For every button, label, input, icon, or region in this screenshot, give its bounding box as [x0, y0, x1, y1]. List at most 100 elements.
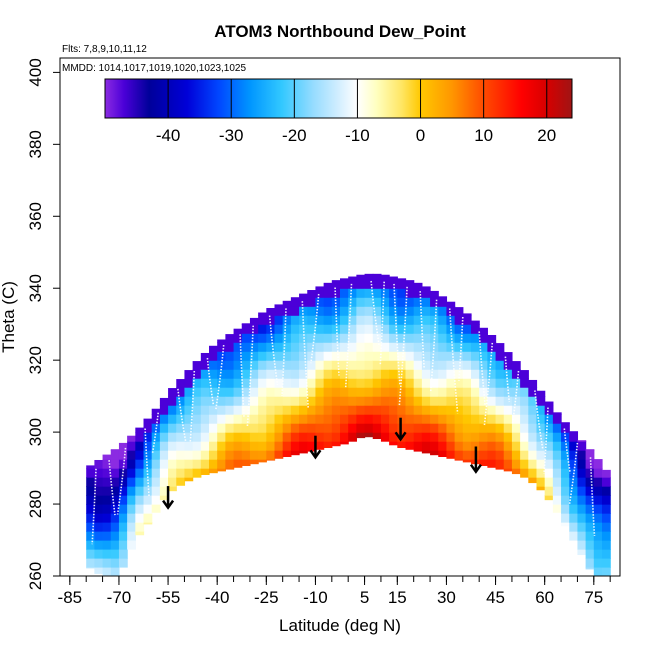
- colorbar-tick-label: -30: [219, 126, 244, 145]
- heatmap-cell: [405, 414, 415, 424]
- heatmap-cell: [577, 540, 587, 550]
- heatmap-cell: [577, 440, 587, 442]
- heatmap-cell: [552, 423, 562, 433]
- heatmap-cell: [520, 378, 529, 388]
- heatmap-cell: [561, 513, 570, 523]
- heatmap-cell: [176, 432, 186, 442]
- heatmap-cell: [495, 432, 505, 442]
- heatmap-cell: [544, 450, 554, 460]
- heatmap-cell: [176, 477, 186, 486]
- heatmap-cell: [569, 504, 579, 514]
- profile-traces: [91, 280, 596, 545]
- heatmap-cell: [299, 369, 308, 379]
- heatmap-cell: [249, 333, 259, 343]
- heatmap-cell: [282, 432, 292, 442]
- heatmap-cell: [192, 378, 202, 388]
- heatmap-cell: [438, 414, 448, 424]
- heatmap-cell: [176, 468, 186, 478]
- heatmap-cell: [192, 468, 202, 478]
- heatmap-cell: [307, 297, 317, 307]
- heatmap-cell: [413, 315, 423, 325]
- heatmap-cell: [143, 468, 153, 478]
- heatmap-cell: [192, 423, 202, 433]
- heatmap-cell: [192, 441, 202, 451]
- heatmap-cell: [217, 405, 226, 415]
- heatmap-cell: [430, 441, 439, 451]
- heatmap-cell: [331, 423, 341, 433]
- heatmap-cell: [569, 513, 579, 523]
- heatmap-cell: [118, 486, 128, 496]
- heatmap-cell: [274, 360, 284, 370]
- heatmap-cell: [127, 435, 136, 442]
- heatmap-cell: [544, 432, 554, 442]
- heatmap-cell: [544, 459, 554, 469]
- colorbar-gradient: [104, 78, 573, 119]
- heatmap-cell: [348, 333, 357, 343]
- heatmap-cell: [348, 423, 357, 433]
- heatmap-cell: [151, 414, 161, 424]
- heatmap-cell: [503, 387, 513, 397]
- heatmap-cell: [323, 387, 333, 397]
- heatmap-cell: [438, 378, 448, 388]
- x-tick-label: -10: [303, 588, 328, 607]
- heatmap-cell: [446, 423, 456, 433]
- heatmap-cell: [511, 423, 521, 433]
- heatmap-cell: [340, 414, 349, 424]
- heatmap-cell: [413, 369, 423, 379]
- heatmap-cell: [282, 387, 292, 397]
- profile-trace: [344, 283, 353, 389]
- heatmap-cell: [569, 450, 579, 460]
- heatmap-cell: [364, 396, 374, 406]
- heatmap-cell: [356, 432, 366, 439]
- y-tick-label: 360: [26, 202, 45, 230]
- heatmap-cell: [528, 468, 538, 478]
- heatmap-cell: [340, 405, 349, 415]
- heatmap-cell: [495, 405, 505, 415]
- heatmap-cell: [438, 324, 448, 334]
- heatmap-cell: [258, 441, 267, 451]
- heatmap-cell: [601, 558, 611, 568]
- heatmap-cell: [233, 396, 243, 406]
- heatmap-cell: [143, 522, 153, 525]
- heatmap-cell: [209, 369, 218, 379]
- heatmap-cell: [430, 333, 439, 343]
- heatmap-cell: [86, 540, 95, 550]
- heatmap-cell: [438, 297, 448, 307]
- heatmap-cell: [520, 405, 529, 415]
- heatmap-cell: [249, 405, 259, 415]
- heatmap-cell: [102, 459, 112, 469]
- heatmap-cell: [290, 324, 300, 334]
- heatmap-cell: [209, 360, 218, 370]
- heatmap-cell: [356, 378, 366, 388]
- heatmap-cell: [331, 396, 341, 406]
- heatmap-cell: [372, 414, 382, 424]
- heatmap-cell: [593, 540, 603, 550]
- heatmap-cell: [601, 477, 611, 487]
- heatmap-cell: [217, 387, 226, 397]
- heatmap-cell: [143, 486, 153, 496]
- heatmap-cell: [421, 432, 431, 442]
- profile-trace: [478, 331, 486, 405]
- heatmap-cell: [487, 360, 497, 370]
- heatmap-cell: [102, 558, 112, 568]
- heatmap-cell: [380, 315, 390, 325]
- heatmap-cell: [94, 486, 104, 496]
- heatmap-cell: [470, 387, 480, 397]
- heatmap-cell: [241, 378, 251, 388]
- profile-trace: [448, 308, 459, 414]
- heatmap-cell: [102, 454, 112, 460]
- heatmap-cell: [372, 315, 382, 325]
- heatmap-cell: [282, 342, 292, 352]
- heatmap-cell: [561, 468, 570, 478]
- heatmap-cell: [249, 423, 259, 433]
- heatmap-cell: [348, 324, 357, 334]
- plot-frame: [59, 57, 621, 577]
- heatmap-cell: [209, 468, 218, 474]
- flights-annotation: Flts: 7,8,9,10,11,12: [62, 44, 147, 55]
- heatmap-cell: [307, 396, 317, 406]
- heatmap-cell: [217, 342, 226, 352]
- profile-trace: [91, 468, 97, 545]
- heatmap-cell: [446, 369, 456, 379]
- heatmap-cell: [462, 342, 472, 352]
- heatmap-cell: [340, 378, 349, 388]
